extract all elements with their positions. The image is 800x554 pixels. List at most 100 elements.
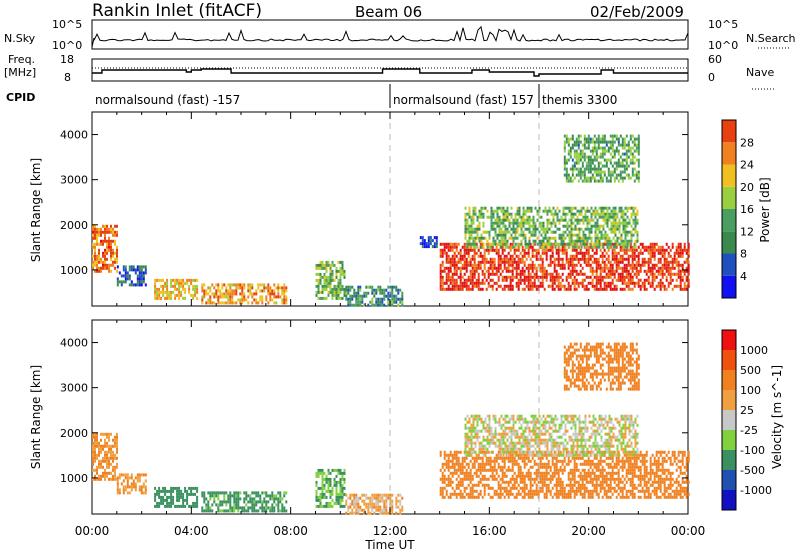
heatmap-cell — [603, 281, 606, 285]
heatmap-cell — [110, 462, 112, 466]
heatmap-cell — [667, 263, 670, 267]
heatmap-cell — [178, 492, 181, 496]
y-tick-label: 4000 — [60, 129, 88, 142]
heatmap-cell — [114, 257, 116, 261]
heatmap-cell — [602, 218, 605, 222]
heatmap-cell — [551, 287, 554, 291]
heatmap-cell — [98, 242, 100, 246]
heatmap-cell — [207, 500, 210, 504]
heatmap-cell — [595, 173, 598, 177]
heatmap-cell — [451, 492, 454, 496]
heatmap-cell — [588, 242, 591, 246]
heatmap-cell — [259, 506, 262, 510]
heatmap-cell — [227, 295, 230, 299]
nsky-left-tick-top: 10^5 — [52, 18, 82, 31]
heatmap-cell — [172, 284, 175, 288]
heatmap-cell — [661, 263, 664, 267]
heatmap-cell — [235, 491, 238, 495]
heatmap-cell — [144, 485, 147, 489]
heatmap-cell — [521, 471, 524, 475]
heatmap-cell — [379, 505, 382, 509]
heatmap-cell — [679, 254, 682, 258]
heatmap-cell — [102, 263, 104, 267]
heatmap-cell — [581, 483, 584, 487]
heatmap-cell — [625, 155, 628, 159]
heatmap-cell — [477, 263, 480, 267]
heatmap-cell — [273, 283, 276, 287]
heatmap-cell — [271, 491, 274, 495]
heatmap-cell — [587, 459, 590, 463]
heatmap-cell — [501, 492, 504, 496]
heatmap-cell — [92, 242, 94, 246]
heatmap-cell — [142, 271, 145, 275]
heatmap-cell — [541, 480, 544, 484]
heatmap-cell — [343, 272, 346, 276]
heatmap-cell — [653, 251, 656, 255]
heatmap-cell — [578, 218, 581, 222]
heatmap-cell — [519, 275, 522, 279]
heatmap-cell — [575, 149, 578, 153]
heatmap-cell — [578, 230, 581, 234]
heatmap-cell — [657, 251, 660, 255]
heatmap-cell — [261, 509, 264, 513]
heatmap-cell — [577, 167, 580, 171]
heatmap-cell — [461, 459, 464, 463]
heatmap-cell — [502, 206, 505, 210]
heatmap-cell — [647, 245, 650, 249]
heatmap-cell — [653, 272, 656, 276]
heatmap-cell — [616, 242, 619, 246]
heatmap-cell — [477, 284, 480, 288]
heatmap-cell — [621, 170, 624, 174]
heatmap-cell — [114, 456, 116, 460]
heatmap-cell — [385, 502, 388, 506]
heatmap-cell — [523, 275, 526, 279]
heatmap-cell — [395, 511, 398, 515]
heatmap-cell — [480, 245, 483, 249]
heatmap-cell — [486, 209, 489, 213]
heatmap-cell — [100, 239, 102, 243]
heatmap-cell — [379, 288, 382, 292]
heatmap-cell — [156, 492, 159, 496]
heatmap-cell — [629, 149, 632, 153]
heatmap-cell — [265, 500, 268, 504]
heatmap-cell — [489, 495, 492, 499]
heatmap-cell — [233, 292, 236, 296]
heatmap-cell — [227, 497, 230, 501]
heatmap-cell — [583, 272, 586, 276]
heatmap-cell — [563, 149, 566, 153]
heatmap-cell — [636, 230, 639, 234]
heatmap-cell — [285, 286, 288, 290]
heatmap-cell — [517, 248, 520, 252]
heatmap-cell — [548, 218, 551, 222]
heatmap-cell — [554, 242, 557, 246]
heatmap-cell — [637, 158, 640, 162]
heatmap-cell — [108, 242, 110, 246]
heatmap-cell — [94, 245, 96, 249]
heatmap-cell — [166, 278, 169, 282]
heatmap-cell — [483, 272, 486, 276]
heatmap-cell — [513, 275, 516, 279]
heatmap-cell — [277, 497, 280, 501]
heatmap-cell — [381, 493, 384, 497]
heatmap-cell — [555, 471, 558, 475]
heatmap-cell — [606, 212, 609, 216]
heatmap-cell — [457, 459, 460, 463]
heatmap-cell — [595, 137, 598, 141]
heatmap-cell — [655, 269, 658, 273]
heatmap-cell — [178, 287, 181, 291]
heatmap-cell — [473, 465, 476, 469]
heatmap-cell — [463, 242, 466, 246]
heatmap-cell — [379, 297, 382, 301]
heatmap-cell — [464, 218, 467, 222]
heatmap-cell — [643, 281, 646, 285]
heatmap-cell — [557, 284, 560, 288]
heatmap-cell — [649, 269, 652, 273]
heatmap-cell — [104, 432, 106, 436]
heatmap-cell — [603, 480, 606, 484]
heatmap-cell — [381, 300, 384, 304]
heatmap-cell — [156, 293, 159, 297]
heatmap-cell — [511, 459, 514, 463]
heatmap-cell — [94, 456, 96, 460]
heatmap-cell — [587, 248, 590, 252]
heatmap-cell — [606, 245, 609, 249]
